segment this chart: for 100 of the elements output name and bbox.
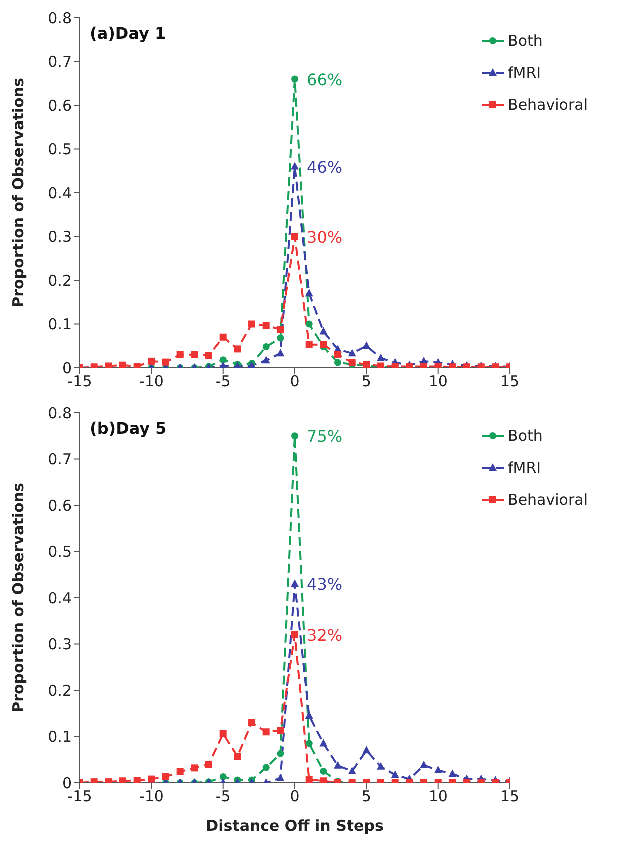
point <box>277 727 284 734</box>
x-tick-label: 15 <box>500 788 520 806</box>
point <box>334 761 342 769</box>
point <box>291 580 300 588</box>
point <box>448 770 457 778</box>
point <box>305 711 314 719</box>
point <box>377 354 386 362</box>
point <box>306 776 313 783</box>
y-tick-label: 0.8 <box>48 9 72 28</box>
point <box>291 162 300 170</box>
point <box>391 770 400 778</box>
y-tick-label: 0.2 <box>48 682 72 700</box>
point <box>191 351 198 358</box>
y-axis-title: Proportion of Observations <box>9 483 28 713</box>
point <box>292 233 299 240</box>
point <box>220 730 227 738</box>
y-axis-title: Proportion of Observations <box>9 78 28 308</box>
point <box>220 356 227 364</box>
point <box>320 739 328 747</box>
point <box>292 432 299 440</box>
point <box>220 773 227 780</box>
point <box>276 349 285 357</box>
point <box>292 76 299 83</box>
point <box>176 351 184 358</box>
y-tick-label: 0.1 <box>48 316 72 334</box>
point <box>262 764 270 772</box>
x-tick-label: 0 <box>290 372 300 391</box>
point <box>434 766 442 774</box>
y-tick-label: 0.2 <box>48 272 72 290</box>
point <box>176 768 184 776</box>
point <box>206 761 213 768</box>
data-label: 30% <box>307 228 343 247</box>
point <box>320 327 328 335</box>
point <box>305 289 314 297</box>
point <box>420 760 428 768</box>
data-label: 75% <box>307 427 343 446</box>
point <box>220 334 227 341</box>
point <box>292 632 299 638</box>
chart-title: (a)Day 1 <box>90 24 166 43</box>
point <box>277 750 284 758</box>
point <box>377 762 386 770</box>
data-label: 66% <box>307 70 343 90</box>
point <box>277 326 284 333</box>
legend-label: Both <box>508 31 543 52</box>
y-tick-label: 0.1 <box>48 728 72 746</box>
point <box>362 746 371 754</box>
point <box>262 728 270 736</box>
point <box>362 342 371 350</box>
point <box>162 358 170 366</box>
y-tick-label: 0.6 <box>48 496 72 515</box>
point <box>162 773 170 780</box>
y-tick-label: 0.7 <box>48 53 72 72</box>
point <box>320 341 328 348</box>
data-label: 46% <box>307 158 343 177</box>
legend-label: fMRI <box>508 458 542 479</box>
y-tick-label: 0.4 <box>48 589 72 608</box>
chart-title: (b)Day 5 <box>90 419 167 438</box>
legend-label: Behavioral <box>508 490 588 511</box>
y-tick-label: 0.5 <box>48 543 72 562</box>
point <box>262 356 270 364</box>
y-tick-label: 0.3 <box>48 636 72 654</box>
x-tick-label: 5 <box>362 372 372 391</box>
x-tick-label: -5 <box>216 372 231 391</box>
legend-label: Behavioral <box>508 95 588 116</box>
point <box>148 358 156 365</box>
x-tick-label: -10 <box>139 788 164 806</box>
point <box>334 359 342 366</box>
y-tick-label: 0.8 <box>48 404 72 422</box>
x-tick-label: 10 <box>428 372 448 391</box>
x-tick-label: 15 <box>500 372 520 391</box>
point <box>306 320 313 328</box>
point <box>191 764 198 772</box>
y-tick-label: 0.4 <box>48 184 72 202</box>
y-tick-label: 0.5 <box>48 140 72 159</box>
x-axis-title: Distance Off in Steps <box>206 817 384 835</box>
data-label: 43% <box>307 575 343 594</box>
x-tick-label: 0 <box>290 788 300 806</box>
legend-label: fMRI <box>508 63 542 84</box>
x-tick-label: 5 <box>362 788 372 806</box>
x-tick-label: 10 <box>428 788 448 806</box>
point <box>306 740 313 748</box>
y-tick-label: 0.3 <box>48 228 72 246</box>
x-tick-label: -10 <box>139 372 164 391</box>
point <box>248 719 256 726</box>
point <box>306 341 313 348</box>
data-label: 32% <box>307 626 343 645</box>
point <box>262 322 270 330</box>
point <box>277 334 284 342</box>
point <box>348 766 356 774</box>
point <box>234 753 242 760</box>
point <box>276 774 285 782</box>
point <box>248 320 256 328</box>
x-tick-label: -5 <box>216 788 231 806</box>
point <box>348 349 356 357</box>
point <box>262 344 270 350</box>
point <box>320 768 328 775</box>
y-tick-label: 0.6 <box>48 96 72 115</box>
point <box>334 351 342 358</box>
point <box>206 352 213 360</box>
point <box>234 346 242 353</box>
